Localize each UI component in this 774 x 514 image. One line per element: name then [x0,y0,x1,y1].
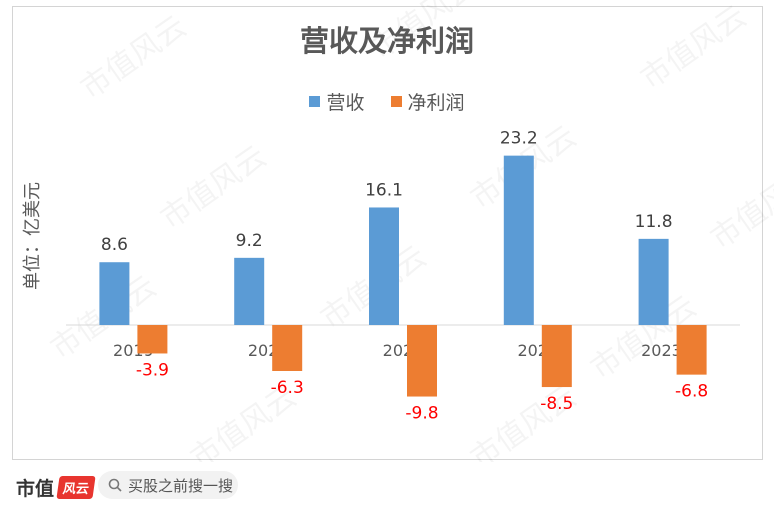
bar-revenue-2023H1 [638,238,669,325]
search-icon [108,478,122,492]
legend-item-net-profit: 净利润 [390,88,465,115]
watermark-text-1: 市值风云 [365,0,483,67]
data-label-net-profit-2022: -8.5 [540,394,573,414]
watermark-text-5: 市值风云 [705,159,774,256]
chart-legend: 营收 净利润 [0,88,774,115]
search-placeholder: 买股之前搜一搜 [128,476,234,495]
data-label-revenue-2022: 23.2 [500,129,538,149]
search-box[interactable]: 买股之前搜一搜 [98,471,238,499]
bar-net-profit-2021 [407,325,437,397]
bar-revenue-2021 [369,207,399,325]
bar-net-profit-2019 [137,325,168,354]
legend-item-revenue: 营收 [309,88,365,115]
watermark-text-10: 市值风云 [465,379,583,462]
bar-chart: 市值风云市值风云市值风云市值风云市值风云市值风云市值风云市值风云市值风云市值风云… [45,0,774,462]
legend-label-revenue: 营收 [326,92,365,114]
watermark-text-2: 市值风云 [635,0,753,97]
data-label-revenue-2023H1: 11.8 [635,212,673,232]
data-label-revenue-2019: 8.6 [101,235,128,255]
footer-bar: 市值 风云 买股之前搜一搜 [0,462,774,514]
legend-label-net-profit: 净利润 [407,92,465,114]
legend-swatch-net-profit [390,96,402,107]
data-label-net-profit-2020: -6.3 [271,378,304,398]
watermark-text-3: 市值风云 [155,139,273,236]
bar-net-profit-2023H1 [676,325,707,375]
bar-revenue-2019 [99,262,130,325]
bar-net-profit-2020 [272,325,303,371]
bar-revenue-2022 [503,155,534,325]
data-label-net-profit-2019: -3.9 [136,360,169,380]
data-label-revenue-2020: 9.2 [236,231,263,251]
data-label-net-profit-2021: -9.8 [405,404,438,424]
brand-text: 市值 [16,478,55,500]
brand-logo: 市值 风云 [16,474,96,501]
legend-swatch-revenue [309,96,321,107]
data-label-net-profit-2023H1: -6.8 [675,382,708,402]
chart-title: 营收及净利润 [299,24,474,58]
bar-net-profit-2022 [541,325,572,388]
watermark-text-0: 市值风云 [75,9,193,106]
brand-badge: 风云 [56,476,96,499]
bar-revenue-2020 [234,257,265,325]
data-label-revenue-2021: 16.1 [365,180,403,200]
